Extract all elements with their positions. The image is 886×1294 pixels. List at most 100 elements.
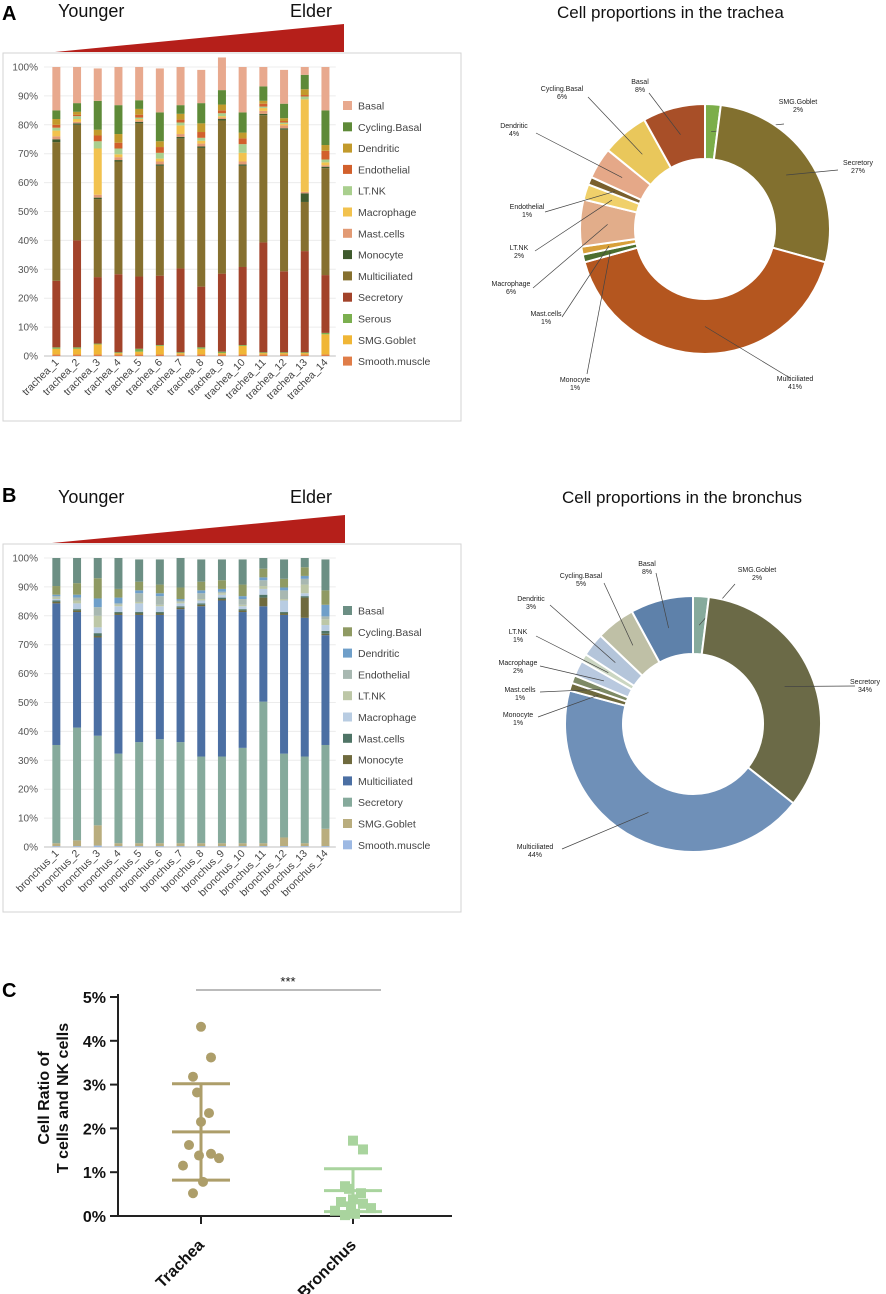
bar-segment-dendritic [73, 111, 82, 115]
bar-segment-monocyte [217, 599, 226, 601]
bar-segment-lt-nk [300, 96, 309, 100]
bar-segment-dendritic [217, 104, 226, 111]
bar-segment-cycling-basal [176, 587, 185, 600]
bar-segment-macrophage [93, 627, 102, 634]
legend-label: SMG.Goblet [358, 335, 416, 347]
legend-swatch [343, 335, 352, 345]
bar-segment-lt-nk [238, 604, 247, 607]
bar-segment-endothelial [321, 150, 330, 160]
bar-segment-monocyte [321, 166, 330, 169]
bar-segment-cycling-basal [155, 584, 164, 594]
bar-segment-macrophage [280, 123, 289, 126]
bar-segment-multiciliated [135, 614, 144, 743]
bar-segment-basal [176, 558, 185, 588]
bar-segment-secretory [321, 744, 330, 829]
bar-segment-endothelial [259, 580, 268, 587]
pie-slice-secretory [712, 103, 831, 264]
bar-segment-macrophage [135, 119, 144, 121]
bar-segment-secretory [321, 275, 330, 333]
bar-segment-endothelial [280, 121, 289, 123]
pie-slice-name: Macrophage [492, 281, 531, 288]
bar-segment-lt-nk [73, 600, 82, 604]
y-tick-label: 90% [18, 91, 38, 102]
bar-segment-dendritic [93, 598, 102, 608]
legend-swatch [343, 648, 352, 658]
bar-segment-basal [300, 558, 309, 568]
legend-label: Basal [358, 101, 384, 113]
bar-segment-macrophage [197, 600, 206, 604]
y-tick-label: 80% [18, 120, 38, 131]
bar-segment-endothelial [93, 135, 102, 142]
bar-segment-dendritic [197, 590, 206, 594]
bar-segment-basal [93, 68, 102, 101]
pie-slice-name: Dendritic [517, 596, 545, 603]
bar-segment-macrophage [321, 625, 330, 631]
bar-segment-mast-cells [176, 134, 185, 137]
bar-segment-mast-cells [300, 191, 309, 194]
bar-segment-endothelial [321, 616, 330, 620]
y-tick-label: 60% [18, 669, 38, 680]
bar-segment-basal [280, 69, 289, 104]
bar-segment-monocyte [217, 119, 226, 121]
bar-segment-smg-goblet [259, 843, 268, 847]
pie-slice-multiciliated [564, 689, 795, 853]
bar-segment-lt-nk [217, 113, 226, 117]
data-point-bronchus [366, 1203, 376, 1214]
legend-swatch [343, 797, 352, 807]
bar-segment-cycling-basal [321, 110, 330, 146]
bar-segment-lt-nk [280, 122, 289, 124]
bar-segment-mast-cells [93, 194, 102, 198]
bar-segment-secretory [52, 280, 61, 348]
legend-label: Secretory [358, 797, 404, 809]
legend-swatch [343, 122, 352, 132]
y-tick-label: 60% [18, 178, 38, 189]
legend-swatch [343, 776, 352, 786]
legend-swatch [343, 186, 352, 196]
bar-segment-dendritic [280, 587, 289, 591]
bar-segment-dendritic [176, 599, 185, 601]
pie-leader-line [587, 96, 643, 155]
bar-segment-monocyte [238, 164, 247, 166]
data-point-bronchus [358, 1144, 368, 1155]
bar-segment-mast-cells [114, 157, 123, 161]
pie-slice-percent: 41% [788, 384, 802, 391]
y-tick-label: 1% [83, 1165, 106, 1182]
pie-slice-name: Multiciliated [777, 376, 814, 383]
bar-segment-monocyte [197, 146, 206, 148]
y-tick-label: 2% [83, 1121, 106, 1138]
bar-segment-multiciliated [321, 168, 330, 276]
bar-segment-lt-nk [135, 601, 144, 604]
bar-segment-smg-goblet [238, 345, 247, 355]
data-point-trachea [206, 1148, 216, 1159]
bar-segment-dendritic [155, 141, 164, 148]
data-point-trachea [188, 1071, 198, 1082]
data-point-trachea [214, 1153, 224, 1164]
y-tick-label: 4% [83, 1034, 106, 1051]
bar-segment-macrophage [259, 588, 268, 595]
bar-segment-monocyte [135, 613, 144, 615]
bar-segment-smg-goblet [217, 353, 226, 355]
bar-segment-cycling-basal [217, 90, 226, 105]
pie-slice-name: Macrophage [499, 660, 538, 667]
legend-label: Cycling.Basal [358, 627, 422, 639]
data-point-bronchus [346, 1201, 356, 1212]
y-tick-label: 20% [18, 294, 38, 305]
y-tick-label: 40% [18, 236, 38, 247]
bar-segment-monocyte [300, 193, 309, 202]
pie-slice-name: Basal [638, 561, 656, 568]
legend-label: Basal [358, 606, 384, 618]
bar-segment-endothelial [114, 603, 123, 605]
legend-swatch [343, 143, 352, 153]
bar-segment-smooth-muscle [321, 354, 330, 356]
pie-slice-percent: 8% [635, 87, 645, 94]
bar-segment-multiciliated [114, 614, 123, 754]
x-category-label: Trachea [153, 1237, 208, 1292]
bar-segment-mast-cells [93, 633, 102, 637]
pie-leader-line [704, 326, 791, 379]
pie-slice-name: Multiciliated [517, 844, 554, 851]
bar-segment-lt-nk [259, 586, 268, 589]
bar-segment-smg-goblet [197, 348, 206, 355]
bar-segment-mast-cells [155, 161, 164, 165]
bar-segment-serous [135, 348, 144, 352]
bar-segment-mast-cells [197, 143, 206, 147]
